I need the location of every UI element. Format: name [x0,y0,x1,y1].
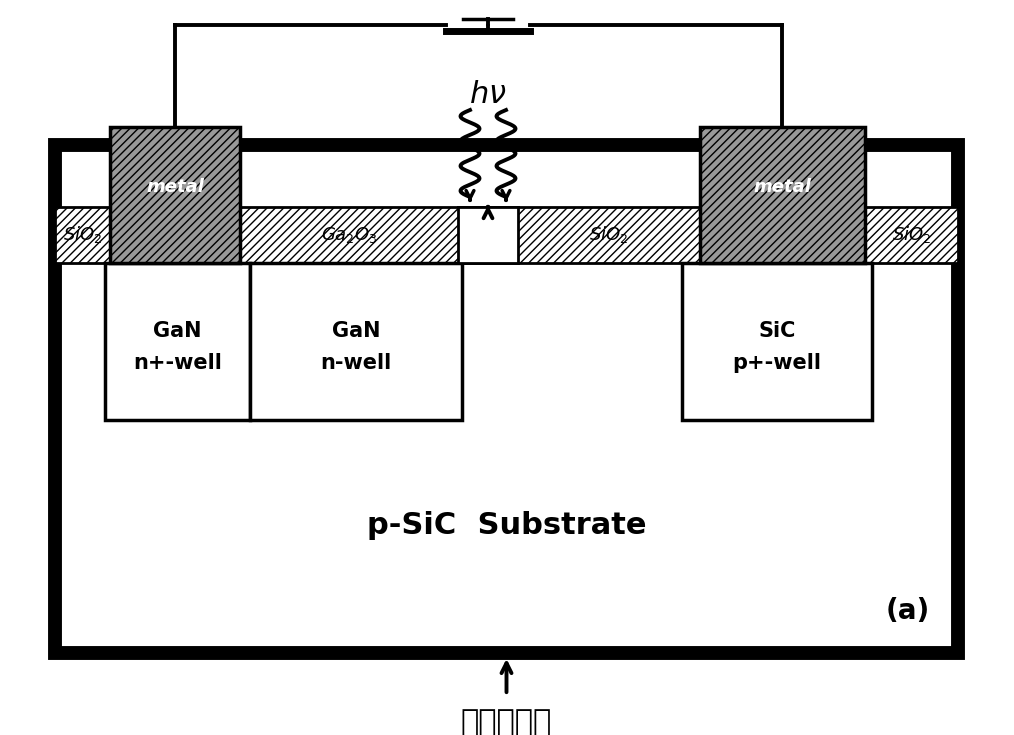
Text: 涂覆過光层: 涂覆過光层 [461,708,553,735]
Text: p+-well: p+-well [732,354,821,373]
Bar [110,127,240,263]
Text: n-well: n-well [320,354,391,373]
Bar [682,263,872,420]
Text: $h\nu$: $h\nu$ [469,81,507,110]
Text: n+-well: n+-well [133,354,222,373]
Bar [105,263,250,420]
Bar [700,127,865,263]
Text: metal: metal [753,178,811,196]
Text: GaN: GaN [332,321,380,342]
Text: $\mathit{Ga_2O_3}$: $\mathit{Ga_2O_3}$ [320,225,377,245]
Text: $\mathit{SiO_2}$: $\mathit{SiO_2}$ [892,224,931,245]
Text: (a): (a) [886,597,930,625]
Bar [250,263,462,420]
Text: metal: metal [146,178,204,196]
Bar [458,207,518,263]
Bar [55,207,958,263]
Text: GaN: GaN [153,321,202,342]
Text: SiC: SiC [758,321,796,342]
Text: p-SiC  Substrate: p-SiC Substrate [367,511,646,539]
Bar [55,145,958,653]
Text: $\mathit{SiO_2}$: $\mathit{SiO_2}$ [63,224,102,245]
Text: $\mathit{SiO_2}$: $\mathit{SiO_2}$ [589,224,629,245]
